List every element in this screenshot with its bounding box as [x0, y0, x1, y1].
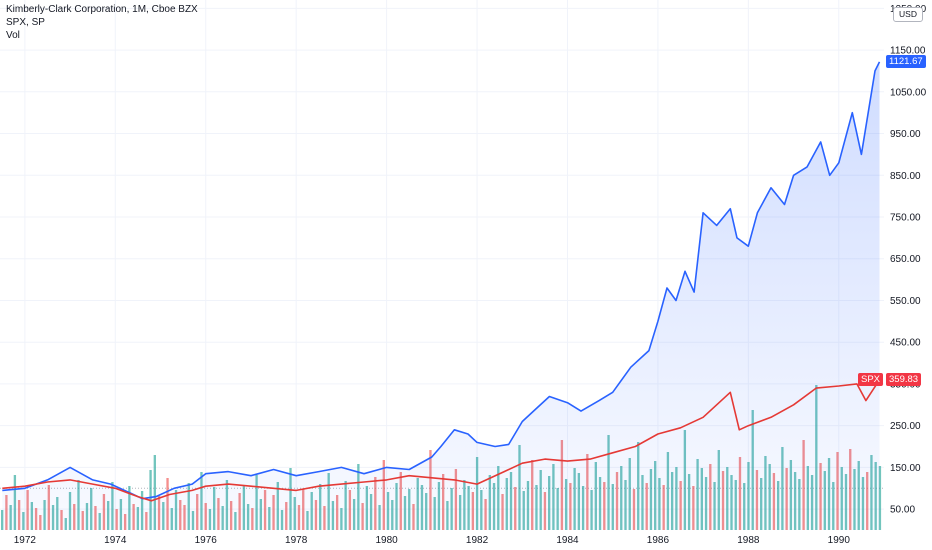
series-lines [2, 61, 881, 502]
time-tick-label: 1984 [556, 535, 579, 546]
compare-series-value-tag: 359.83 [886, 372, 922, 386]
time-tick-label: 1986 [647, 535, 670, 546]
price-tick-label: 750.00 [890, 213, 921, 224]
compare-series-line [2, 379, 881, 502]
time-tick-label: 1972 [14, 535, 37, 546]
currency-unit-button[interactable]: USD [893, 7, 923, 22]
price-tick-label: 450.00 [890, 338, 921, 349]
price-tick-label: 550.00 [890, 296, 921, 307]
time-tick-label: 1982 [466, 535, 489, 546]
price-tick-label: 1150.00 [890, 46, 926, 57]
time-tick-label: 1974 [104, 535, 127, 546]
price-tick-label: 650.00 [890, 254, 921, 265]
price-tick-label: 250.00 [890, 421, 921, 432]
legend-volume[interactable]: Vol [6, 30, 20, 41]
time-axis[interactable]: 1972 1974 1976 1978 1980 1982 1984 1986 1988 1990 [14, 535, 851, 546]
price-tick-label: 50.00 [890, 505, 915, 516]
time-tick-label: 1976 [195, 535, 218, 546]
price-tick-label: 850.00 [890, 171, 921, 182]
main-series-area [2, 61, 880, 531]
time-tick-label: 1990 [828, 535, 851, 546]
price-tick-label: 150.00 [890, 463, 921, 474]
series-area-fill [2, 61, 880, 531]
volume-bar [153, 455, 156, 530]
volume-bar [1, 510, 4, 530]
price-axis[interactable]: 1250.001150.001050.00950.00850.00750.006… [890, 4, 927, 516]
time-tick-label: 1980 [375, 535, 398, 546]
compare-series-label-tag: SPX [858, 372, 884, 386]
last-price-tag: 1121.67 [886, 54, 926, 68]
legend-main-series[interactable]: Kimberly-Clark Corporation, 1M, Cboe BZX [6, 4, 198, 15]
chart-legend: Kimberly-Clark Corporation, 1M, Cboe BZX… [6, 3, 198, 42]
time-tick-label: 1988 [737, 535, 760, 546]
main-series-line [2, 61, 881, 500]
volume-bar [878, 466, 882, 530]
price-tick-label: 950.00 [890, 129, 921, 140]
time-tick-label: 1978 [285, 535, 308, 546]
price-tick-label: 1050.00 [890, 87, 927, 98]
legend-compare-series[interactable]: SPX, SP [6, 17, 45, 28]
